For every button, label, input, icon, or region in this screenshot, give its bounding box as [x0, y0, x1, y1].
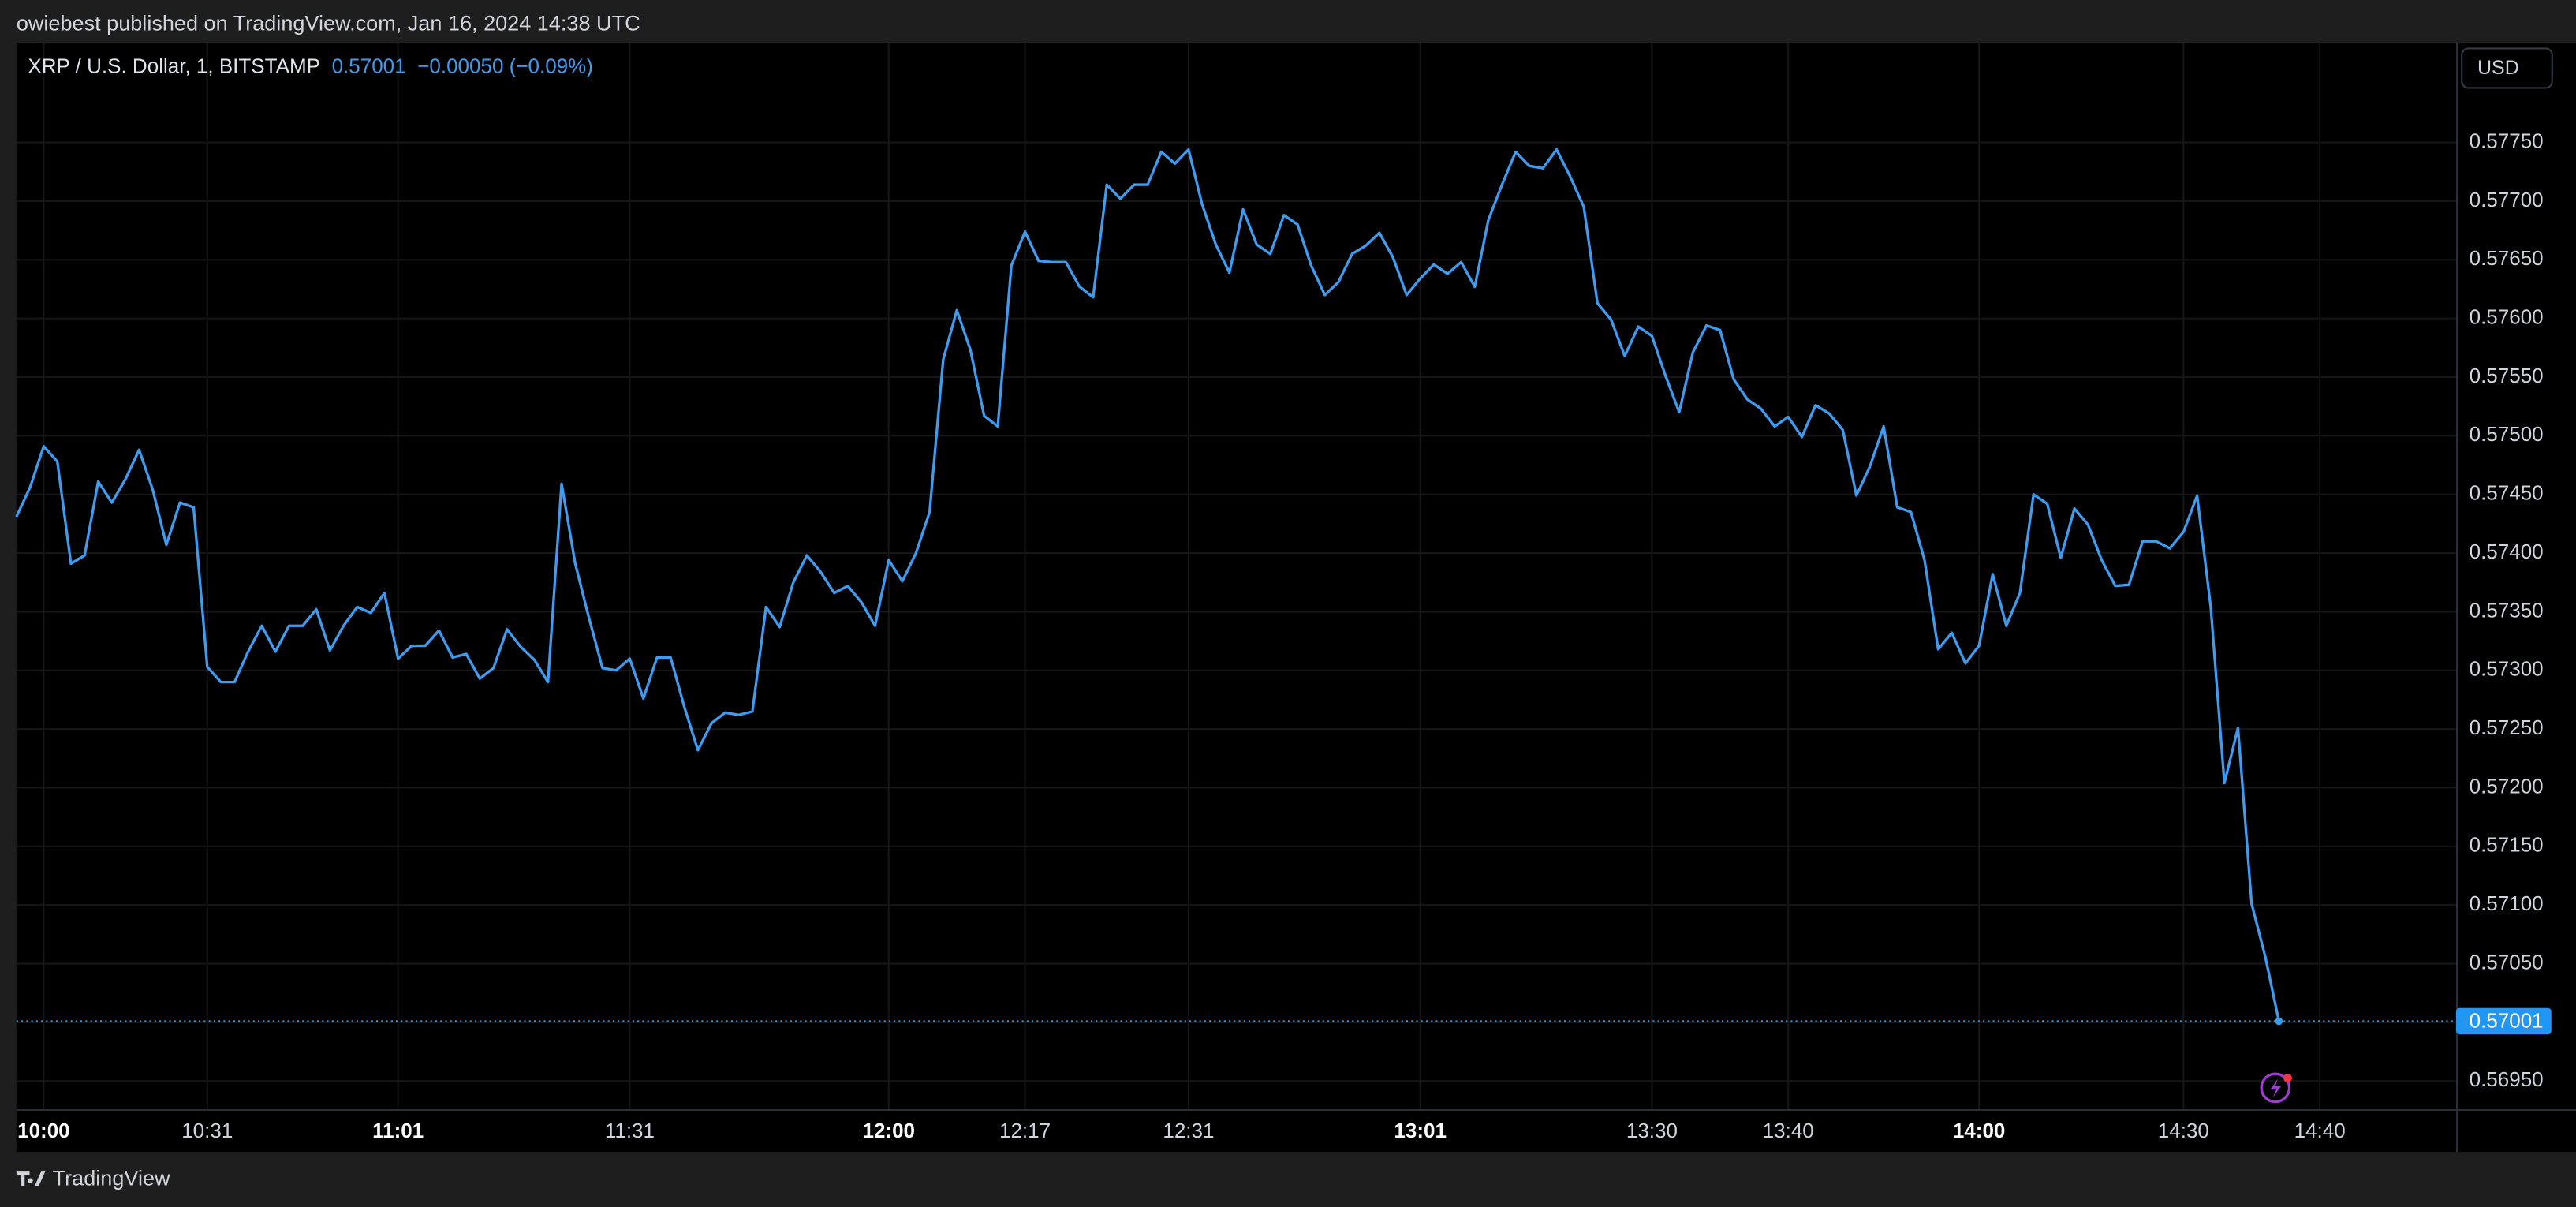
x-tick-label: 11:01 [372, 1119, 424, 1142]
y-tick-label: 0.56950 [2470, 1067, 2544, 1091]
x-tick-label: 14:30 [2158, 1119, 2209, 1142]
x-tick-label: 13:30 [1626, 1119, 1678, 1142]
y-tick-label: 0.57700 [2470, 188, 2544, 211]
y-tick-label: 0.57100 [2470, 891, 2544, 915]
symbol-legend: XRP / U.S. Dollar, 1, BITSTAMP [28, 54, 320, 77]
brand-logo [16, 1172, 46, 1186]
legend-change: −0.00050 (−0.09%) [417, 54, 593, 77]
currency-label[interactable]: USD [2477, 57, 2519, 79]
y-tick-label: 0.57600 [2470, 305, 2544, 329]
y-tick-label: 0.57650 [2470, 246, 2544, 270]
y-tick-label: 0.57300 [2470, 657, 2544, 681]
y-tick-label: 0.57200 [2470, 774, 2544, 798]
brand-name: TradingView [53, 1166, 170, 1190]
x-tick-label: 11:31 [605, 1119, 655, 1142]
y-tick-label: 0.57150 [2470, 833, 2544, 857]
legend-price: 0.57001 [332, 54, 406, 77]
x-tick-label: 13:01 [1394, 1119, 1447, 1142]
x-tick-label: 12:31 [1163, 1119, 1214, 1142]
y-tick-label: 0.57350 [2470, 598, 2544, 622]
last-price-label: 0.57001 [2470, 1008, 2544, 1032]
y-tick-label: 0.57400 [2470, 540, 2544, 563]
alert-icon [2260, 1072, 2292, 1104]
y-tick-label: 0.57550 [2470, 364, 2544, 387]
y-tick-label: 0.57450 [2470, 481, 2544, 505]
x-tick-label: 12:17 [999, 1119, 1051, 1142]
last-point [2275, 1017, 2283, 1026]
chart-panel [16, 43, 2576, 1153]
x-tick-label: 14:00 [1953, 1119, 2006, 1142]
last-price-tag [2455, 1007, 2552, 1035]
x-tick-label: 13:40 [1763, 1119, 1814, 1142]
y-tick-label: 0.57050 [2470, 950, 2544, 973]
y-tick-label: 0.57750 [2470, 129, 2544, 152]
x-tick-label: 10:00 [17, 1119, 70, 1142]
x-tick-label: 14:40 [2294, 1119, 2346, 1142]
published-note: owiebest published on TradingView.com, J… [17, 10, 640, 35]
x-tick-label: 10:31 [181, 1119, 233, 1142]
y-tick-label: 0.57250 [2470, 716, 2544, 739]
price-line [15, 148, 2280, 1022]
grid [16, 43, 2456, 1109]
currency-button[interactable] [2461, 47, 2553, 89]
x-tick-label: 12:00 [862, 1119, 915, 1142]
y-tick-label: 0.57500 [2470, 422, 2544, 446]
